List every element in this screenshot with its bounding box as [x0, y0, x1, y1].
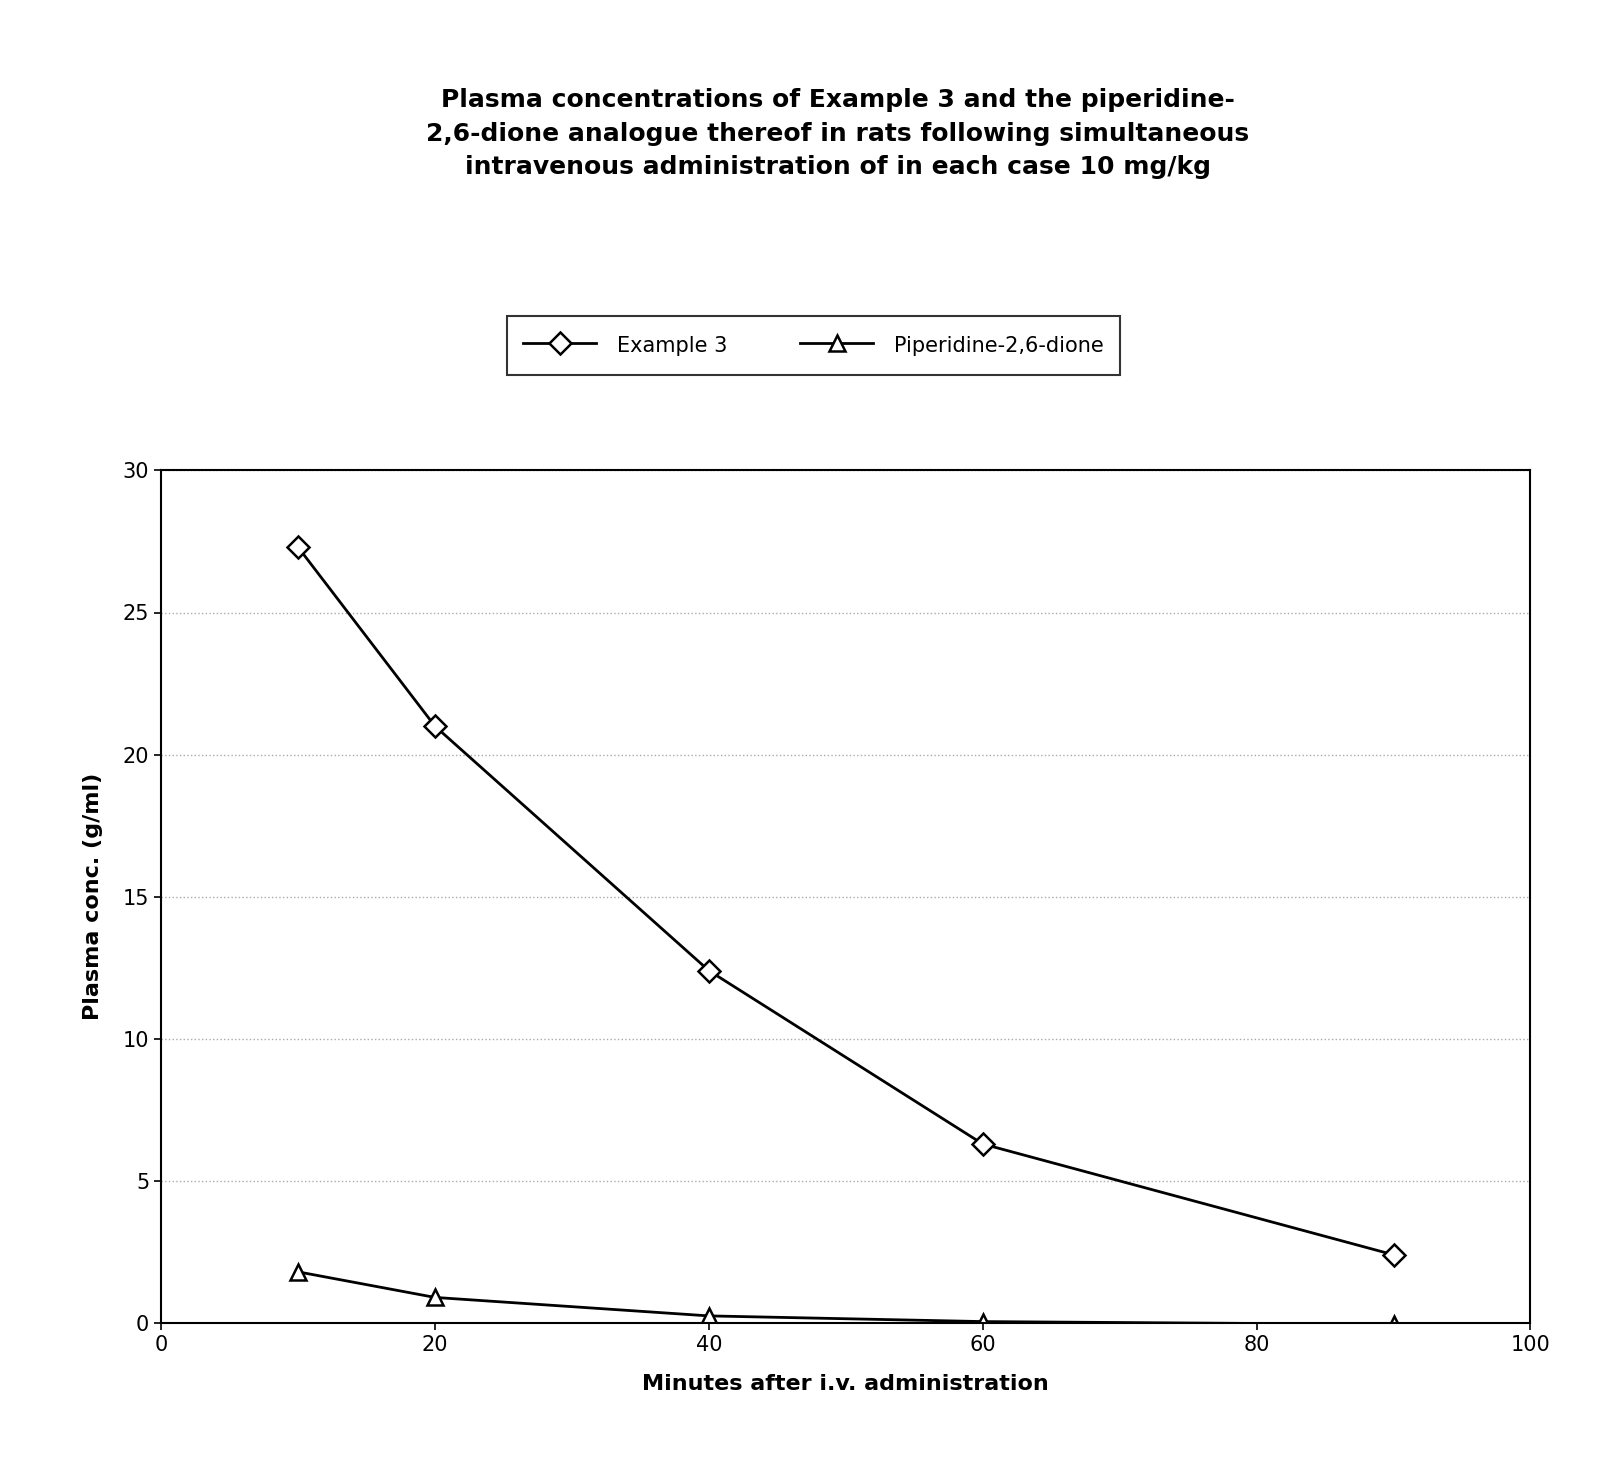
- Line: Piperidine-2,6-dione: Piperidine-2,6-dione: [290, 1264, 1402, 1332]
- X-axis label: Minutes after i.v. administration: Minutes after i.v. administration: [643, 1374, 1049, 1394]
- Example 3: [973, 1135, 992, 1152]
- Example 3: [425, 717, 445, 735]
- Text: Plasma concentrations of Example 3 and the piperidine-
2,6-dione analogue thereo: Plasma concentrations of Example 3 and t…: [427, 88, 1249, 179]
- Piperidine-2,6-dione: [699, 1307, 719, 1324]
- Example 3: [699, 961, 719, 979]
- Y-axis label: Plasma conc. (g/ml): Plasma conc. (g/ml): [84, 773, 103, 1020]
- Line: Example 3: Example 3: [290, 539, 1402, 1263]
- Example 3: [288, 538, 308, 556]
- Legend: Example 3, Piperidine-2,6-dione: Example 3, Piperidine-2,6-dione: [506, 316, 1121, 375]
- Piperidine-2,6-dione: [1384, 1316, 1403, 1333]
- Piperidine-2,6-dione: [288, 1263, 308, 1280]
- Piperidine-2,6-dione: [973, 1313, 992, 1330]
- Example 3: [1384, 1247, 1403, 1264]
- Piperidine-2,6-dione: [425, 1289, 445, 1307]
